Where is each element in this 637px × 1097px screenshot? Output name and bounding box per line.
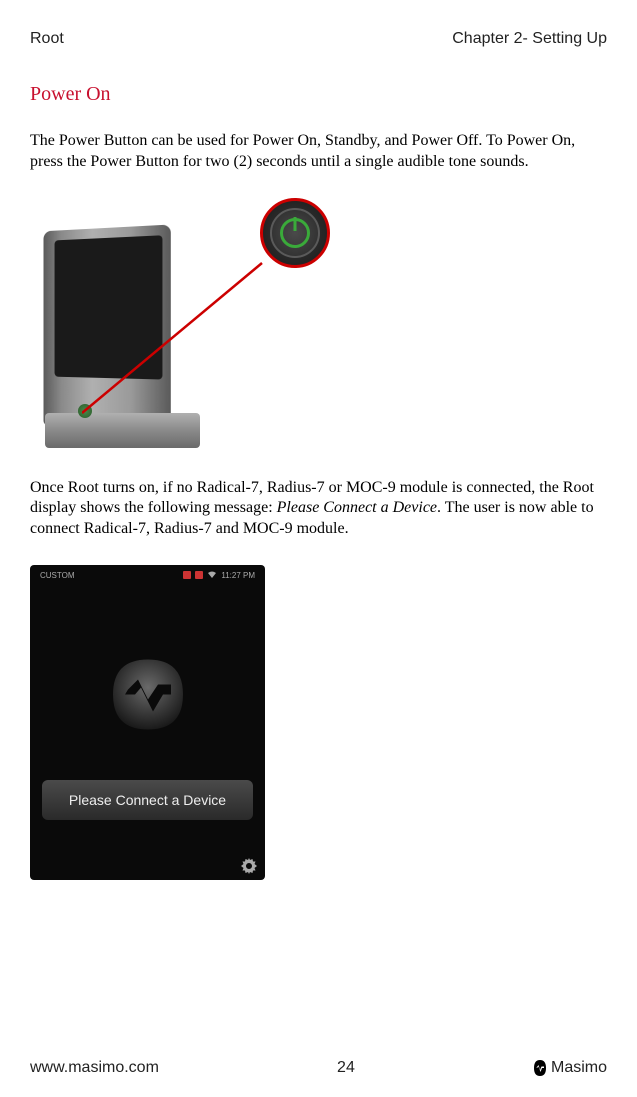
header-left: Root [30, 30, 64, 48]
status-right-group: 11:27 PM [183, 571, 255, 580]
section-title: Power On [30, 83, 607, 106]
connect-message-bar: Please Connect a Device [42, 780, 253, 820]
footer-brand: Masimo [533, 1059, 607, 1077]
page-footer: www.masimo.com 24 Masimo [30, 1059, 607, 1077]
page-number: 24 [337, 1059, 355, 1077]
power-icon [280, 218, 310, 248]
status-indicator-1 [183, 571, 191, 579]
masimo-watermark-logo [93, 640, 203, 750]
power-button-inner [270, 208, 320, 258]
wifi-icon [207, 571, 217, 579]
header-right: Chapter 2- Setting Up [452, 30, 607, 48]
paragraph-1: The Power Button can be used for Power O… [30, 131, 607, 173]
footer-brand-text: Masimo [551, 1059, 607, 1077]
paragraph-2: Once Root turns on, if no Radical-7, Rad… [30, 478, 607, 540]
power-button-callout [260, 198, 330, 268]
device-status-bar: CUSTOM 11:27 PM [30, 571, 265, 580]
status-indicator-2 [195, 571, 203, 579]
callout-line [82, 258, 267, 418]
paragraph-2-italic: Please Connect a Device [277, 499, 437, 516]
figure-connect-screen: CUSTOM 11:27 PM Please Connect a Device [30, 565, 265, 880]
masimo-logo-icon [533, 1059, 547, 1077]
footer-url: www.masimo.com [30, 1059, 159, 1077]
status-label: CUSTOM [40, 571, 75, 580]
page-header: Root Chapter 2- Setting Up [30, 30, 607, 48]
device-base [45, 413, 200, 448]
status-time: 11:27 PM [221, 571, 255, 580]
figure-device-power [30, 198, 330, 458]
page-container: Root Chapter 2- Setting Up Power On The … [0, 0, 637, 1097]
settings-gear-icon [241, 858, 257, 874]
